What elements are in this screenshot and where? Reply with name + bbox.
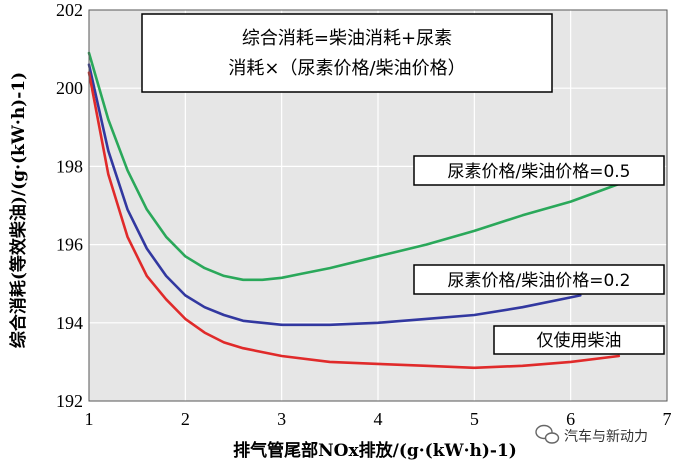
formula-line-2: 消耗×（尿素价格/柴油价格） <box>228 58 465 79</box>
wechat-icon <box>535 424 560 444</box>
y-tick-label: 198 <box>56 156 83 176</box>
x-tick-label: 2 <box>181 409 190 429</box>
series-label-0-frame <box>413 155 665 186</box>
x-tick-labels: 1 2 3 4 5 6 7 <box>85 409 672 429</box>
series-label-1-frame <box>413 264 665 295</box>
series-label-2-frame <box>493 325 665 355</box>
formula-box-frame <box>141 13 553 93</box>
y-tick-label: 200 <box>56 78 83 98</box>
series-label-2-text: 仅使用柴油 <box>537 330 622 351</box>
y-tick-labels: 192 194 196 198 200 202 <box>56 0 83 411</box>
series-label-1-text: 尿素价格/柴油价格=0.2 <box>447 271 630 291</box>
formula-box: 综合消耗=柴油消耗+尿素 消耗×（尿素价格/柴油价格） <box>141 13 553 93</box>
watermark: 汽车与新动力 <box>535 424 648 445</box>
series-label-0-text: 尿素价格/柴油价格=0.5 <box>447 162 630 182</box>
series-line-1 <box>87 63 582 327</box>
series-line-0 <box>87 51 621 282</box>
formula-line-1: 综合消耗=柴油消耗+尿素 <box>242 28 452 49</box>
watermark-text: 汽车与新动力 <box>564 428 648 445</box>
plot-border <box>88 9 668 402</box>
y-tick-label: 194 <box>56 313 83 333</box>
y-axis-title: 综合消耗(等效柴油)/(g·(kW·h)-1) <box>8 72 29 348</box>
y-tick-label: 196 <box>56 235 83 255</box>
y-tick-label: 192 <box>56 391 83 411</box>
x-tick-label: 5 <box>470 409 479 429</box>
x-tick-label: 3 <box>277 409 286 429</box>
x-tick-label: 1 <box>85 409 94 429</box>
series-label-2: 仅使用柴油 <box>493 325 665 355</box>
y-tick-label: 202 <box>56 0 83 20</box>
series-line-2 <box>87 71 621 370</box>
series-label-0: 尿素价格/柴油价格=0.5 <box>413 155 665 186</box>
x-tick-label: 6 <box>566 409 575 429</box>
series-layer <box>87 51 621 370</box>
x-tick-label: 7 <box>663 409 672 429</box>
x-axis-title: 排气管尾部NOx排放/(g·(kW·h)-1) <box>233 440 517 461</box>
x-tick-label: 4 <box>374 409 383 429</box>
series-label-1: 尿素价格/柴油价格=0.2 <box>413 264 665 295</box>
